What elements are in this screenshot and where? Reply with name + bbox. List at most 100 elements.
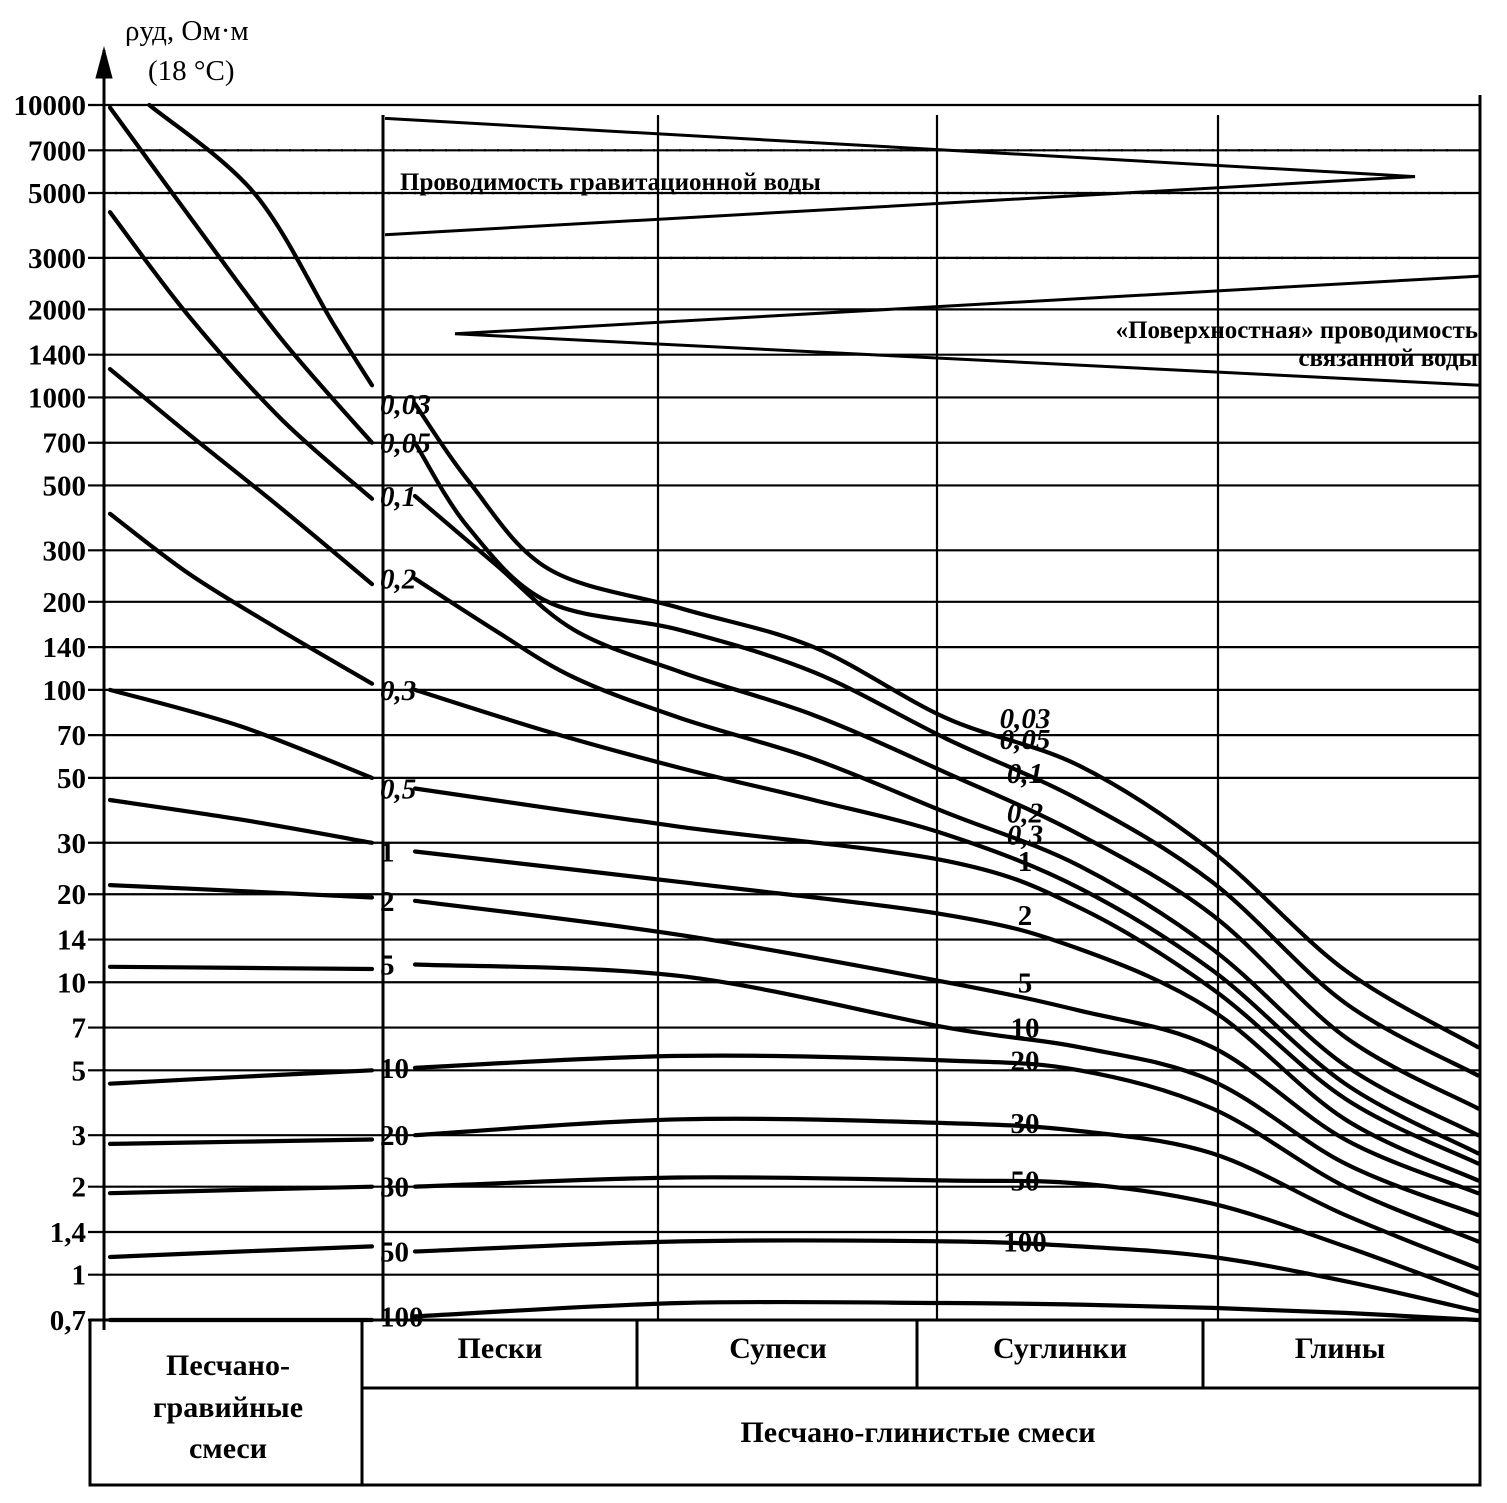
curve-label-mid-50: 50 (1011, 1165, 1040, 1197)
curve-label-mid-0-1: 0,1 (1007, 758, 1043, 790)
gravel-curve-0-2 (107, 367, 375, 587)
gravel-curve-10 (107, 1068, 375, 1086)
curve-label-mid-10: 10 (1011, 1013, 1040, 1045)
y-tick-label-14: 14 (57, 925, 86, 957)
y-tick-label-0-7: 0,7 (50, 1305, 86, 1337)
annotation-gravitational-water: Проводимость гравитационной воды (400, 169, 821, 196)
curve-label-start-30: 30 (380, 1172, 409, 1204)
category-label-sandy-loams: Супеси (729, 1332, 827, 1365)
clay-curve-30 (412, 1175, 1481, 1298)
curve-label-start-0-1: 0,1 (380, 481, 416, 513)
y-tick-label-30: 30 (57, 828, 86, 860)
band-gravitational-water (384, 116, 1416, 237)
curve-label-mid-1: 1 (1018, 846, 1033, 878)
gravel-curve-0-03 (147, 102, 375, 388)
curve-label-start-0-05: 0,05 (380, 428, 431, 460)
curve-label-mid-30: 30 (1011, 1108, 1040, 1140)
y-tick-label-1400: 1400 (28, 340, 86, 372)
y-tick-label-700: 700 (43, 428, 87, 460)
gravel-curve-2 (107, 883, 375, 900)
y-tick-label-2000: 2000 (28, 294, 86, 326)
gravel-curve-30 (107, 1184, 375, 1196)
y-tick-label-5: 5 (72, 1055, 87, 1087)
gravel-curve-5 (107, 964, 375, 972)
y-tick-label-5000: 5000 (28, 178, 86, 210)
y-tick-label-3000: 3000 (28, 243, 86, 275)
y-axis-arrow (95, 46, 113, 79)
gravel-curve-0-5 (107, 687, 375, 780)
curve-label-start-2: 2 (380, 886, 395, 918)
curve-label-start-0-5: 0,5 (380, 773, 416, 805)
curve-label-mid-0-2: 0,2 (1007, 798, 1043, 830)
curves (107, 102, 1481, 1323)
curve-label-mid-2: 2 (1018, 900, 1033, 932)
annotation-bound-water: связанной воды (1298, 345, 1478, 372)
curve-label-mid-20: 20 (1011, 1046, 1040, 1078)
curve-label-mid-100: 100 (1003, 1226, 1047, 1258)
clay-curve-2 (412, 898, 1481, 1196)
curve-labels: 0,030,030,050,050,10,10,20,20,30,30,5112… (380, 389, 1050, 1333)
curve-label-start-0-03: 0,03 (380, 389, 431, 421)
y-axis-label: ρуд, Ом·м (125, 15, 249, 47)
gravel-curve-20 (107, 1137, 375, 1146)
gridlines (88, 103, 1480, 1322)
curve-label-start-0-3: 0,3 (380, 675, 416, 707)
y-tick-label-3: 3 (72, 1120, 87, 1152)
y-tick-label-100: 100 (43, 675, 87, 707)
group-label-gravel-line3: смеси (189, 1432, 267, 1465)
y-tick-label-1: 1 (72, 1260, 87, 1292)
y-tick-label-10000: 10000 (14, 90, 87, 122)
y-tick-label-7: 7 (72, 1013, 87, 1045)
clay-curve-1 (412, 849, 1481, 1183)
group-label-gravel-line2: гравийные (153, 1391, 303, 1424)
y-tick-label-10: 10 (57, 967, 86, 999)
curve-label-start-50: 50 (380, 1237, 409, 1269)
y-tick-label-1-4: 1,4 (50, 1217, 86, 1249)
conductivity-bands (115, 116, 1481, 387)
curve-label-start-0-2: 0,2 (380, 564, 416, 596)
gravel-curve-0-3 (107, 511, 375, 686)
y-tick-label-70: 70 (57, 720, 86, 752)
annotation-surface-conductivity: «Поверхностная» проводимость (1116, 317, 1478, 344)
clay-curve-100 (412, 1299, 1481, 1323)
y-tick-label-140: 140 (43, 632, 87, 664)
curve-label-mid-5: 5 (1018, 967, 1033, 999)
curve-label-start-10: 10 (380, 1053, 409, 1085)
curve-label-start-20: 20 (380, 1120, 409, 1152)
y-tick-labels: 1000070005000300020001400100070050030020… (14, 90, 87, 1337)
group-label-gravel-line1: Песчано- (166, 1349, 290, 1382)
clay-curve-0-2 (412, 576, 1481, 1138)
y-tick-label-1000: 1000 (28, 382, 86, 414)
clay-curve-0-1 (412, 493, 1481, 1111)
y-tick-label-500: 500 (43, 470, 87, 502)
clay-curve-0-3 (412, 687, 1481, 1156)
category-label-sands: Пески (458, 1332, 543, 1365)
curve-label-start-100: 100 (380, 1301, 424, 1333)
y-axis-label-sub: (18 °С) (148, 55, 235, 87)
group-label-sand-clay: Песчано-глинистые смеси (740, 1416, 1095, 1449)
clay-curve-20 (412, 1116, 1481, 1271)
curve-label-start-5: 5 (380, 950, 395, 982)
clay-curve-5 (412, 962, 1481, 1218)
clay-curve-10 (412, 1053, 1481, 1244)
category-label-clays: Глины (1295, 1332, 1386, 1365)
gravel-curve-50 (107, 1244, 375, 1260)
curve-label-start-1: 1 (380, 837, 395, 869)
curve-label-mid-0-05: 0,05 (1000, 724, 1051, 756)
y-tick-label-7000: 7000 (28, 135, 86, 167)
clay-curve-0-03 (412, 401, 1481, 1050)
clay-curve-50 (412, 1238, 1481, 1314)
y-tick-label-200: 200 (43, 587, 87, 619)
y-tick-label-300: 300 (43, 535, 87, 567)
chart-frame (88, 46, 1482, 1487)
curve-label-mid-0-3: 0,3 (1007, 820, 1043, 852)
clay-curve-0-5 (412, 786, 1481, 1166)
category-label-loams: Суглинки (993, 1332, 1127, 1365)
y-tick-label-50: 50 (57, 763, 86, 795)
y-tick-label-2: 2 (72, 1172, 87, 1204)
band-surface-conductivity (454, 274, 1481, 387)
gravel-curve-0-05 (107, 105, 375, 445)
curve-label-mid-0-03: 0,03 (1000, 703, 1051, 735)
gravel-curve-1 (107, 797, 375, 845)
